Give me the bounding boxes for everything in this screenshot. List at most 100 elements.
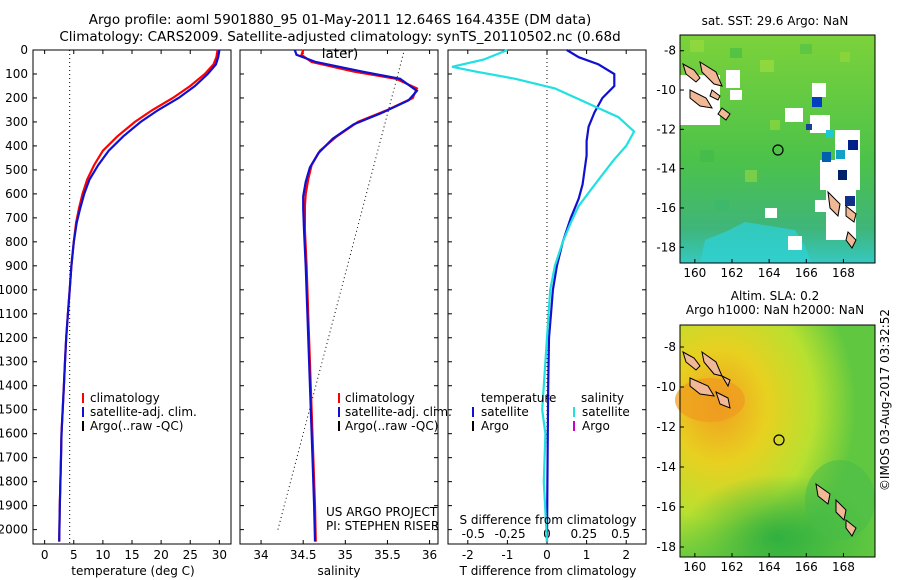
map-y-tick-label: -12 <box>656 420 676 434</box>
map-y-tick-label: -18 <box>656 240 676 254</box>
y-tick-label: 1500 <box>0 403 28 417</box>
x-tick-label: 15 <box>124 548 139 562</box>
sst-pixels <box>690 40 850 212</box>
temperature-chart: 0 5 10 15 20 25 300100200300400500600700800900… <box>0 43 227 562</box>
y-tick-label: 400 <box>5 139 28 153</box>
legend-temp-argo: Argo <box>481 419 509 433</box>
x-tick-label: 35 <box>338 548 353 562</box>
map-y-tick-label: -16 <box>656 500 676 514</box>
project-line-2: PI: STEPHEN RISER <box>326 519 439 533</box>
x-tick-label: 1 <box>583 548 591 562</box>
legend-sal-argo: Argo <box>582 419 610 433</box>
map-x-tick-label: 162 <box>721 266 744 280</box>
reference-line <box>277 49 405 530</box>
x-tick-label: 35.5 <box>374 548 401 562</box>
sst-cold-pixels <box>806 97 858 206</box>
sla-map-frame <box>679 324 876 558</box>
y-tick-label: 2000 <box>0 523 28 537</box>
sla-islands <box>682 350 857 537</box>
legend-salinity-title: salinity <box>581 391 624 405</box>
map-y-tick-label: -8 <box>664 44 676 58</box>
difference-top-axis-label: S difference from climatology <box>460 513 637 527</box>
sst-map-axes: 160 162 164 166 168 -8 -10 -12 -14 -16 -18 <box>656 44 854 280</box>
map-y-tick-label: -18 <box>656 540 676 554</box>
sst-map-title: sat. SST: 29.6 Argo: NaN <box>702 14 849 28</box>
top-tick-label: 0.5 <box>611 527 630 541</box>
map-y-tick-label: -10 <box>656 83 676 97</box>
map-x-tick-label: 168 <box>832 560 855 574</box>
legend-satellite: satellite-adj. clim. <box>345 405 452 419</box>
x-tick-label: 2 <box>622 548 630 562</box>
sla-orange-patch <box>675 378 745 422</box>
y-tick-label: 100 <box>5 67 28 81</box>
legend-climatology: climatology <box>90 391 160 405</box>
y-tick-label: 0 <box>20 43 28 57</box>
x-tick-label: 0 <box>543 548 551 562</box>
series-satellite-adj-clim- <box>58 49 221 542</box>
sla-green-patch <box>805 460 875 540</box>
temperature-axis-label: temperature (deg C) <box>71 564 194 578</box>
y-tick-label: 1300 <box>0 355 28 369</box>
sst-map-frame <box>679 34 876 264</box>
x-tick-label: 34.5 <box>290 548 317 562</box>
series-satellite-adj-clim- <box>293 49 419 542</box>
y-tick-label: 1000 <box>0 283 28 297</box>
map-y-tick-label: -14 <box>656 460 676 474</box>
difference-axis-label: T difference from climatology <box>459 564 637 578</box>
sst-islands <box>682 60 857 249</box>
map-x-tick-label: 166 <box>795 266 818 280</box>
x-tick-label: 34 <box>253 548 268 562</box>
x-tick-label: 30 <box>212 548 227 562</box>
y-tick-label: 600 <box>5 187 28 201</box>
sla-map <box>675 324 876 558</box>
y-tick-label: 900 <box>5 259 28 273</box>
sst-argo-location <box>772 144 784 156</box>
difference-legend: temperature satellite Argo salinity sate… <box>472 391 630 433</box>
x-tick-label: -1 <box>501 548 513 562</box>
project-label: US ARGO PROJECT PI: STEPHEN RISER <box>326 505 439 533</box>
map-y-tick-label: -14 <box>656 162 676 176</box>
top-tick-label: -0.25 <box>495 527 526 541</box>
sla-map-axes: 160 162 164 166 168 -8 -10 -12 -14 -16 -18 <box>656 340 854 574</box>
legend-temperature-title: temperature <box>481 391 556 405</box>
x-tick-label: 0 <box>41 548 49 562</box>
sla-map-title-1: Altim. SLA: 0.2 <box>731 289 819 303</box>
y-tick-label: 1900 <box>0 499 28 513</box>
legend-satellite: satellite-adj. clim. <box>90 405 197 419</box>
imos-timestamp: ©IMOS 03-Aug-2017 03:32:52 <box>878 308 892 492</box>
map-x-tick-label: 164 <box>758 560 781 574</box>
x-tick-label: 36 <box>422 548 437 562</box>
sst-cyan-region <box>700 222 812 263</box>
y-tick-label: 1100 <box>0 307 28 321</box>
salinity-legend: climatology satellite-adj. clim. Argo(..… <box>338 391 452 433</box>
title-line-1: Argo profile: aoml 5901880_95 01-May-201… <box>88 12 592 28</box>
map-y-tick-label: -16 <box>656 201 676 215</box>
map-y-tick-label: -8 <box>664 340 676 354</box>
sst-map <box>679 34 876 264</box>
sla-argo-location <box>773 434 785 446</box>
project-line-1: US ARGO PROJECT <box>326 505 438 519</box>
legend-climatology: climatology <box>345 391 415 405</box>
series-salinity-satellite <box>451 48 636 542</box>
top-tick-label: -0.5 <box>462 527 485 541</box>
map-x-tick-label: 168 <box>832 266 855 280</box>
legend-argo: Argo(..raw -QC) <box>90 419 183 433</box>
map-x-tick-label: 164 <box>758 266 781 280</box>
map-x-tick-label: 160 <box>683 560 706 574</box>
y-tick-label: 1600 <box>0 427 28 441</box>
map-x-tick-label: 160 <box>683 266 706 280</box>
x-tick-label: 25 <box>183 548 198 562</box>
sla-map-title-2: Argo h1000: NaN h2000: NaN <box>686 303 864 317</box>
legend-temp-satellite: satellite <box>481 405 529 419</box>
map-y-tick-label: -10 <box>656 380 676 394</box>
map-y-tick-label: -12 <box>656 122 676 136</box>
x-tick-label: -2 <box>462 548 474 562</box>
y-tick-label: 1400 <box>0 379 28 393</box>
map-x-tick-label: 162 <box>721 560 744 574</box>
salinity-chart: 34 34.5 35 35.5 36 <box>240 49 438 562</box>
series-climatology <box>300 49 419 542</box>
salinity-axis-label: salinity <box>317 564 360 578</box>
salinity-panel <box>239 49 439 545</box>
